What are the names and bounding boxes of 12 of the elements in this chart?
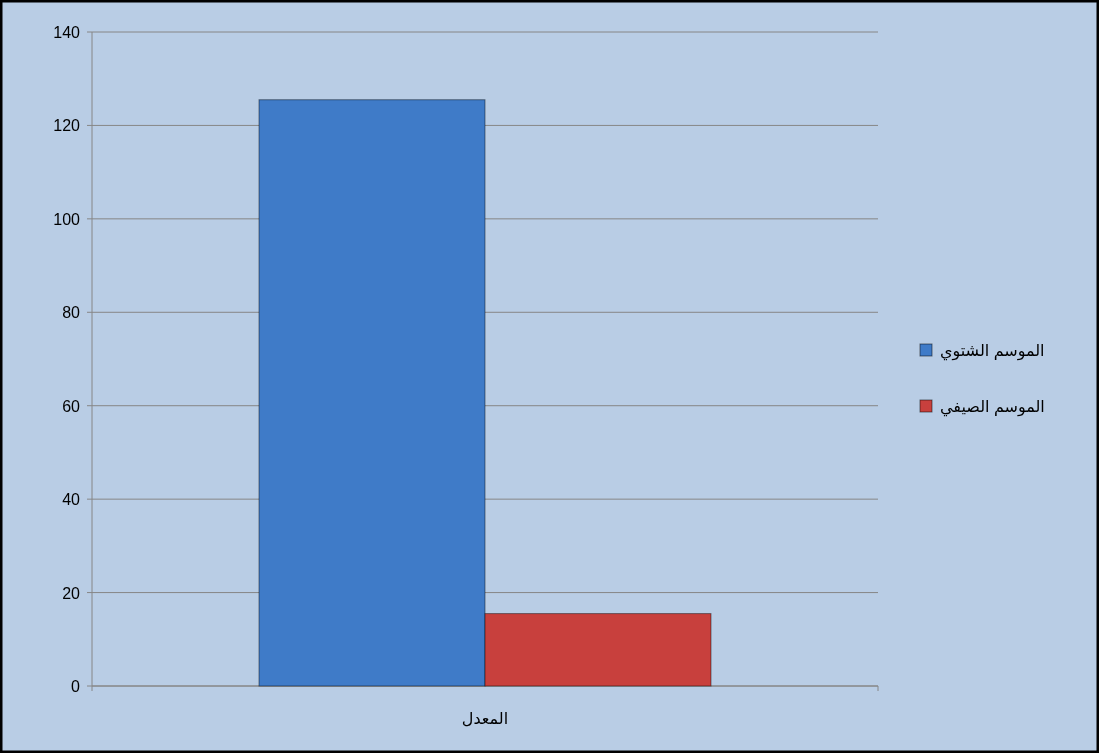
y-tick-label: 40 bbox=[62, 491, 81, 509]
y-tick-label: 60 bbox=[62, 397, 81, 415]
legend: الموسم الشتوي الموسم الصيفي bbox=[919, 342, 1045, 415]
y-tick-label: 0 bbox=[71, 678, 81, 695]
y-tick-label: 120 bbox=[53, 117, 81, 135]
legend-label: الموسم الصيفي bbox=[940, 398, 1045, 417]
legend-label: الموسم الشتوي bbox=[940, 342, 1045, 361]
y-tick-label: 140 bbox=[53, 24, 81, 41]
y-tick-label: 80 bbox=[62, 304, 81, 322]
y-tick-label: 20 bbox=[62, 584, 81, 602]
y-tick-label: 100 bbox=[53, 210, 81, 228]
x-tick-label: المعدل bbox=[461, 710, 509, 727]
